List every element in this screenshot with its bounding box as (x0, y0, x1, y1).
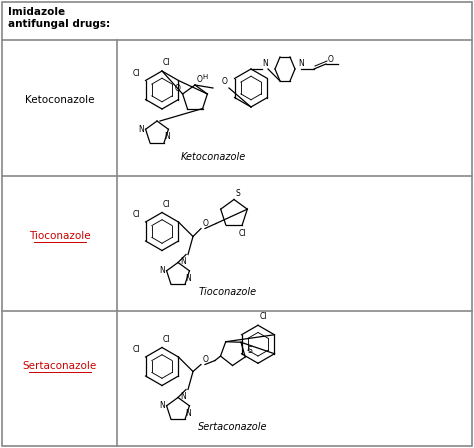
Text: Ketoconazole: Ketoconazole (181, 152, 246, 162)
Text: Sertaconazole: Sertaconazole (23, 361, 97, 370)
Text: N: N (262, 59, 268, 68)
Text: Tioconazole: Tioconazole (199, 287, 257, 297)
Text: Cl: Cl (163, 199, 171, 208)
Text: S: S (236, 189, 241, 198)
Text: Cl: Cl (133, 345, 141, 354)
Text: O: O (222, 77, 228, 86)
Text: N: N (164, 132, 170, 141)
Text: H: H (202, 74, 207, 80)
Text: N: N (180, 392, 186, 401)
Text: O: O (175, 84, 181, 93)
Text: Cl: Cl (163, 58, 171, 67)
Text: O: O (203, 354, 209, 363)
Text: Cl: Cl (163, 335, 171, 344)
Text: O: O (197, 75, 203, 84)
Text: N: N (180, 257, 186, 266)
Text: O: O (328, 55, 334, 64)
Text: N: N (185, 409, 191, 418)
Text: N: N (298, 59, 304, 68)
Text: Sertaconazole: Sertaconazole (198, 422, 268, 432)
Text: Cl: Cl (133, 210, 141, 219)
Text: Ketoconazole: Ketoconazole (25, 95, 95, 105)
Text: Cl: Cl (133, 69, 141, 78)
Text: N: N (159, 401, 164, 410)
Text: Imidazole
antifungal drugs:: Imidazole antifungal drugs: (8, 7, 110, 29)
Text: Tioconazole: Tioconazole (29, 231, 91, 241)
Text: Cl: Cl (260, 312, 267, 321)
Text: N: N (159, 266, 164, 275)
Text: N: N (138, 125, 144, 134)
Text: S: S (247, 346, 252, 355)
Text: O: O (203, 219, 209, 228)
Text: Cl: Cl (238, 229, 246, 238)
Text: N: N (185, 274, 191, 283)
